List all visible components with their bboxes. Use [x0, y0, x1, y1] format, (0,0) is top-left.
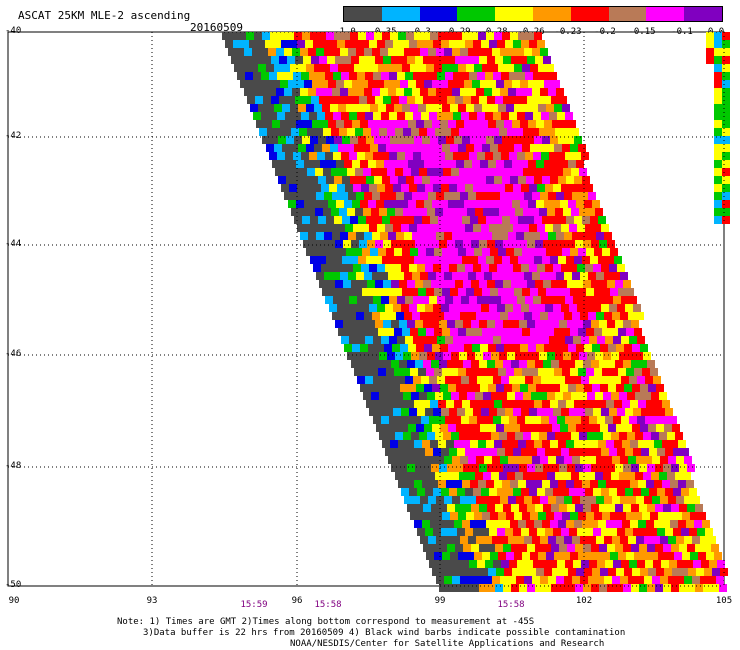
lat-label: -48: [5, 461, 22, 471]
lat-label: -44: [5, 239, 22, 249]
legend-swatch: [684, 7, 722, 21]
graticule: [7, 31, 725, 587]
note-line-2: 3)Data buffer is 22 hrs from 20160509 4)…: [143, 628, 626, 638]
lon-label: 99: [434, 596, 446, 606]
lat-label: -46: [5, 349, 22, 359]
legend-swatch: [457, 7, 496, 21]
time-label: 15:59: [240, 600, 268, 610]
legend-swatch: [608, 7, 647, 21]
lon-label: 102: [575, 596, 593, 606]
time-label: 15:58: [314, 600, 342, 610]
legend-swatch: [381, 7, 420, 21]
legend-swatch: [419, 7, 458, 21]
legend-swatch: [532, 7, 571, 21]
lon-label: 93: [146, 596, 158, 606]
map-date: 20160509: [190, 21, 243, 34]
lon-label: 96: [291, 596, 303, 606]
lat-label: -50: [5, 580, 22, 590]
legend-swatch: [646, 7, 685, 21]
legend-swatch: [344, 7, 382, 21]
lat-label: -42: [5, 131, 22, 141]
lon-label: 90: [8, 596, 20, 606]
lon-label: 105: [715, 596, 733, 606]
swath-cells: [222, 32, 730, 592]
legend-swatch: [495, 7, 533, 21]
map-title: ASCAT 25KM MLE-2 ascending: [18, 9, 191, 22]
color-legend: [343, 6, 723, 22]
time-label: 15:58: [497, 600, 525, 610]
lat-label: -40: [5, 26, 22, 36]
note-line-1: Note: 1) Times are GMT 2)Times along bot…: [117, 617, 535, 627]
note-line-3: NOAA/NESDIS/Center for Satellite Applica…: [290, 639, 605, 649]
legend-swatch: [570, 7, 609, 21]
